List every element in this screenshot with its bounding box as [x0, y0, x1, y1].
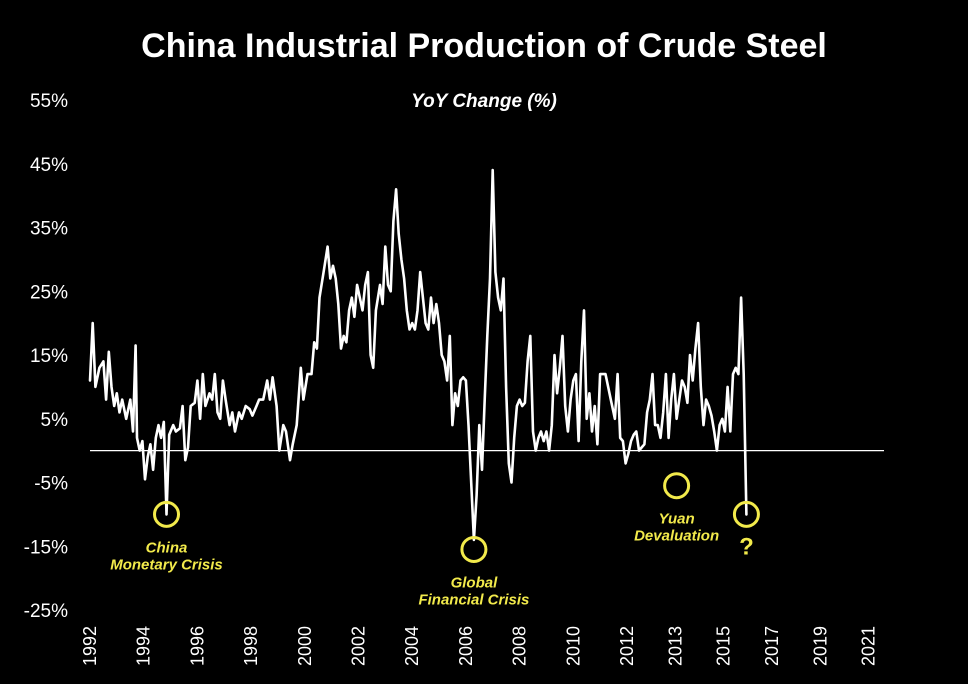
x-tick-label: 2000 [295, 626, 315, 666]
annotation-label: Monetary Crisis [110, 556, 223, 573]
x-tick-label: 2021 [859, 626, 879, 666]
x-tick-label: 2004 [402, 626, 422, 666]
annotation-marker [460, 535, 488, 563]
x-tick-label: 2010 [563, 626, 583, 666]
x-tick-label: 1992 [80, 626, 100, 666]
x-tick-label: 2013 [665, 626, 685, 666]
y-tick-label: 45% [30, 155, 68, 176]
y-tick-label: -25% [24, 601, 68, 622]
y-tick-label: 15% [30, 346, 68, 367]
annotation-marker [153, 500, 181, 528]
annotation-label: Financial Crisis [418, 591, 529, 608]
x-tick-label: 2019 [810, 626, 830, 666]
annotation-label: Yuan [659, 511, 695, 528]
chart-title: China Industrial Production of Crude Ste… [141, 27, 827, 65]
y-tick-label: -15% [24, 537, 68, 558]
x-tick-label: 2012 [617, 626, 637, 666]
series-line [88, 168, 748, 542]
x-tick-label: 1998 [241, 626, 261, 666]
y-tick-label: 5% [41, 410, 69, 431]
x-tick-label: 2006 [456, 626, 476, 666]
y-tick-label: 35% [30, 219, 68, 240]
annotation-marker [663, 472, 691, 500]
y-tick-label: 25% [30, 282, 68, 303]
y-axis: 55% 45% 35% 25% 15% 5% -5% -15% -25% [24, 91, 68, 622]
chart-subtitle: YoY Change (%) [411, 91, 557, 112]
annotation-label: Global [451, 574, 499, 591]
x-tick-label: 1994 [134, 626, 154, 666]
x-tick-label: 2008 [510, 626, 530, 666]
annotation-marker [732, 500, 760, 528]
x-axis: 1992 1994 1996 1998 2000 2002 2004 2006 2008 2010… [80, 626, 879, 666]
x-tick-label: 1996 [187, 626, 207, 666]
annotation-label: ? [739, 533, 754, 560]
annotation-label: China [146, 539, 188, 556]
x-tick-label: 2017 [762, 626, 782, 666]
x-tick-label: 2002 [349, 626, 369, 666]
y-tick-label: -5% [34, 474, 68, 495]
x-tick-label: 2015 [714, 626, 734, 666]
annotation-label: Devaluation [634, 528, 719, 545]
y-tick-label: 55% [30, 91, 68, 112]
